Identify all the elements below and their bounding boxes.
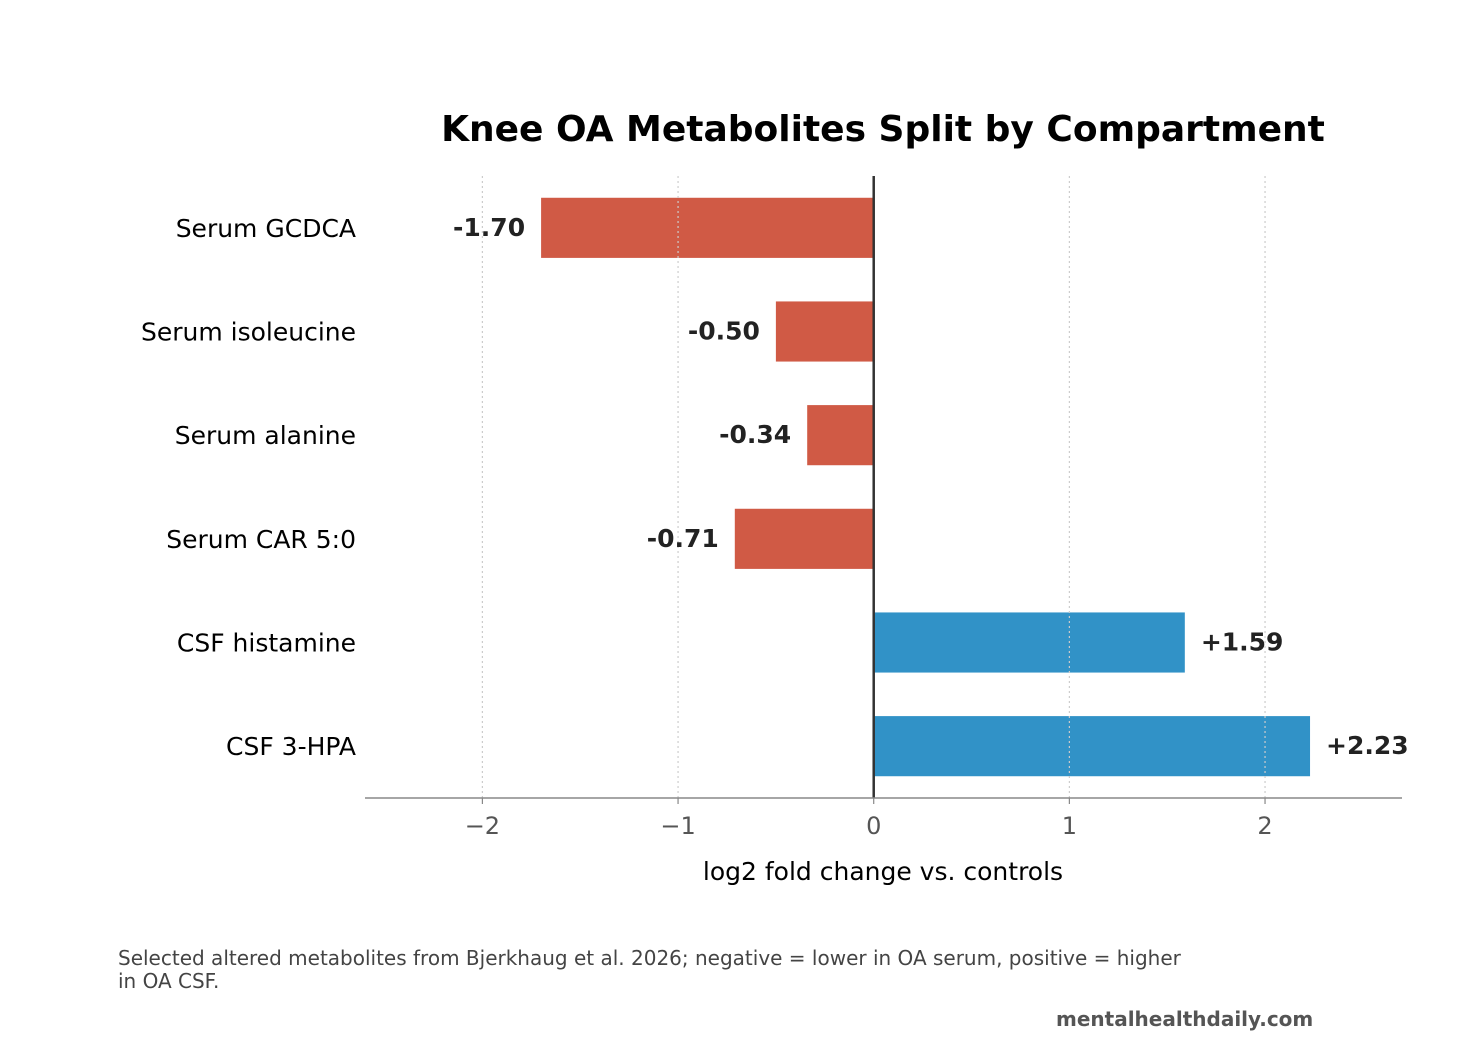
value-label: +1.59 [1201, 628, 1284, 657]
x-tick-label: 2 [1257, 812, 1272, 840]
category-label: Serum alanine [175, 421, 356, 450]
bar-serum-isoleucine [775, 301, 874, 362]
value-label: -0.71 [647, 524, 719, 553]
bar-serum-alanine [807, 405, 874, 466]
value-label: +2.23 [1326, 731, 1409, 760]
category-labels: Serum GCDCA Serum isoleucine Serum alanine… [141, 214, 356, 761]
chart-title: Knee OA Metabolites Split by Compartment [441, 109, 1325, 150]
bars [541, 197, 1311, 777]
value-label: -0.50 [688, 317, 760, 346]
x-tick-label: −2 [465, 812, 500, 840]
x-tick-label: 0 [866, 812, 881, 840]
value-label: -1.70 [453, 213, 525, 242]
bar-csf-histamine [873, 612, 1185, 673]
category-label: CSF histamine [177, 629, 356, 658]
value-labels: -1.70 -0.50 -0.34 -0.71 +1.59 +2.23 [453, 213, 1409, 760]
value-label: -0.34 [719, 420, 791, 449]
x-axis: −2 −1 0 1 2 [365, 176, 1402, 840]
category-label: CSF 3-HPA [226, 732, 356, 761]
category-label: Serum GCDCA [176, 214, 356, 243]
caption: Selected altered metabolites from Bjerkh… [118, 946, 1181, 993]
x-axis-label: log2 fold change vs. controls [703, 857, 1063, 886]
grid-lines [481, 176, 1266, 798]
bar-serum-gcdca [541, 197, 874, 258]
category-label: Serum CAR 5:0 [166, 525, 356, 554]
category-label: Serum isoleucine [141, 318, 356, 347]
x-tick-label: −1 [660, 812, 695, 840]
bar-serum-car-5-0 [734, 508, 874, 569]
x-tick-label: 1 [1062, 812, 1077, 840]
bar-csf-3-hpa [873, 716, 1311, 777]
watermark: mentalhealthdaily.com [1056, 1007, 1314, 1031]
